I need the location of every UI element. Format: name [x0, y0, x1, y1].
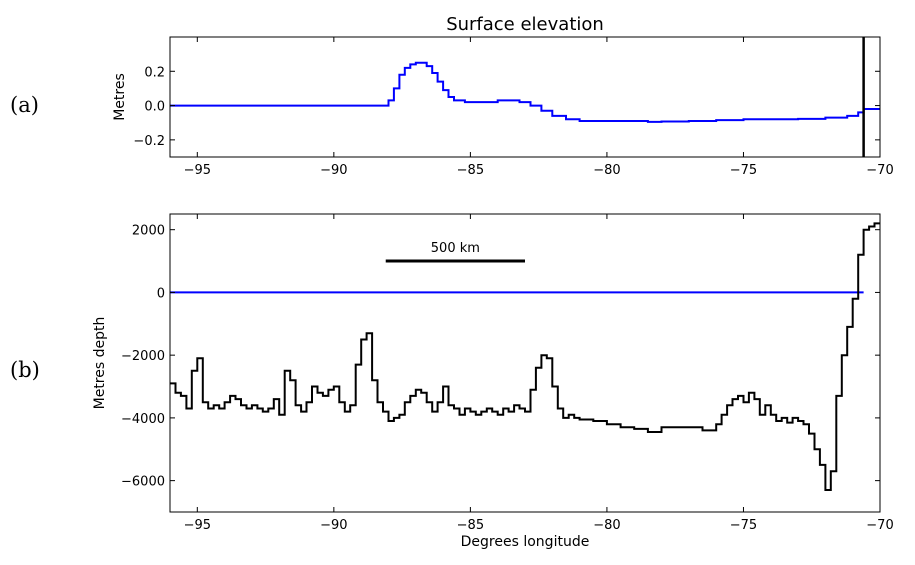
panel-b: 500 km −95 −90 −85 −80 −75 −70 −6000 −4000 −2000 0… [10, 213, 894, 550]
x-tick-label: −75 [730, 518, 757, 533]
x-axis-label: Degrees longitude [461, 534, 590, 550]
x-tick-label: −90 [320, 518, 347, 533]
y-axis-label: Metres [112, 73, 128, 121]
plot-area [170, 222, 880, 491]
panel-label: (b) [10, 358, 40, 382]
x-tick-label: −95 [184, 163, 211, 178]
y-tick-label: 0.2 [144, 65, 165, 80]
plot-area [170, 37, 880, 157]
y-tick-label: 0.0 [144, 100, 165, 115]
x-tick-label: −85 [457, 518, 484, 533]
x-tick-label: −70 [866, 163, 893, 178]
y-tick-label: −6000 [121, 475, 165, 490]
panel-a: −95 −90 −85 −80 −75 −70 −0.2 0.0 0.2 Surface elev… [10, 14, 894, 178]
plot-frame [169, 36, 881, 158]
chart-title: Surface elevation [446, 14, 604, 35]
y-tick-label: −0.2 [133, 134, 165, 149]
x-tick-label: −90 [320, 163, 347, 178]
panel-label: (a) [10, 93, 39, 117]
x-tick-label: −95 [184, 518, 211, 533]
y-tick-label: 2000 [132, 224, 165, 239]
scale-bar-label: 500 km [431, 241, 480, 256]
y-tick-label: −4000 [121, 412, 165, 427]
plot-frame [169, 213, 881, 513]
y-tick-label: −2000 [121, 349, 165, 364]
y-axis-label: Metres depth [92, 317, 108, 410]
x-tick-label: −70 [866, 518, 893, 533]
series-line-0 [170, 61, 880, 123]
x-tick-label: −80 [593, 518, 620, 533]
series-line-1 [170, 222, 880, 491]
y-tick-label: 0 [157, 286, 165, 301]
x-tick-label: −85 [457, 163, 484, 178]
x-tick-label: −75 [730, 163, 757, 178]
x-tick-label: −80 [593, 163, 620, 178]
